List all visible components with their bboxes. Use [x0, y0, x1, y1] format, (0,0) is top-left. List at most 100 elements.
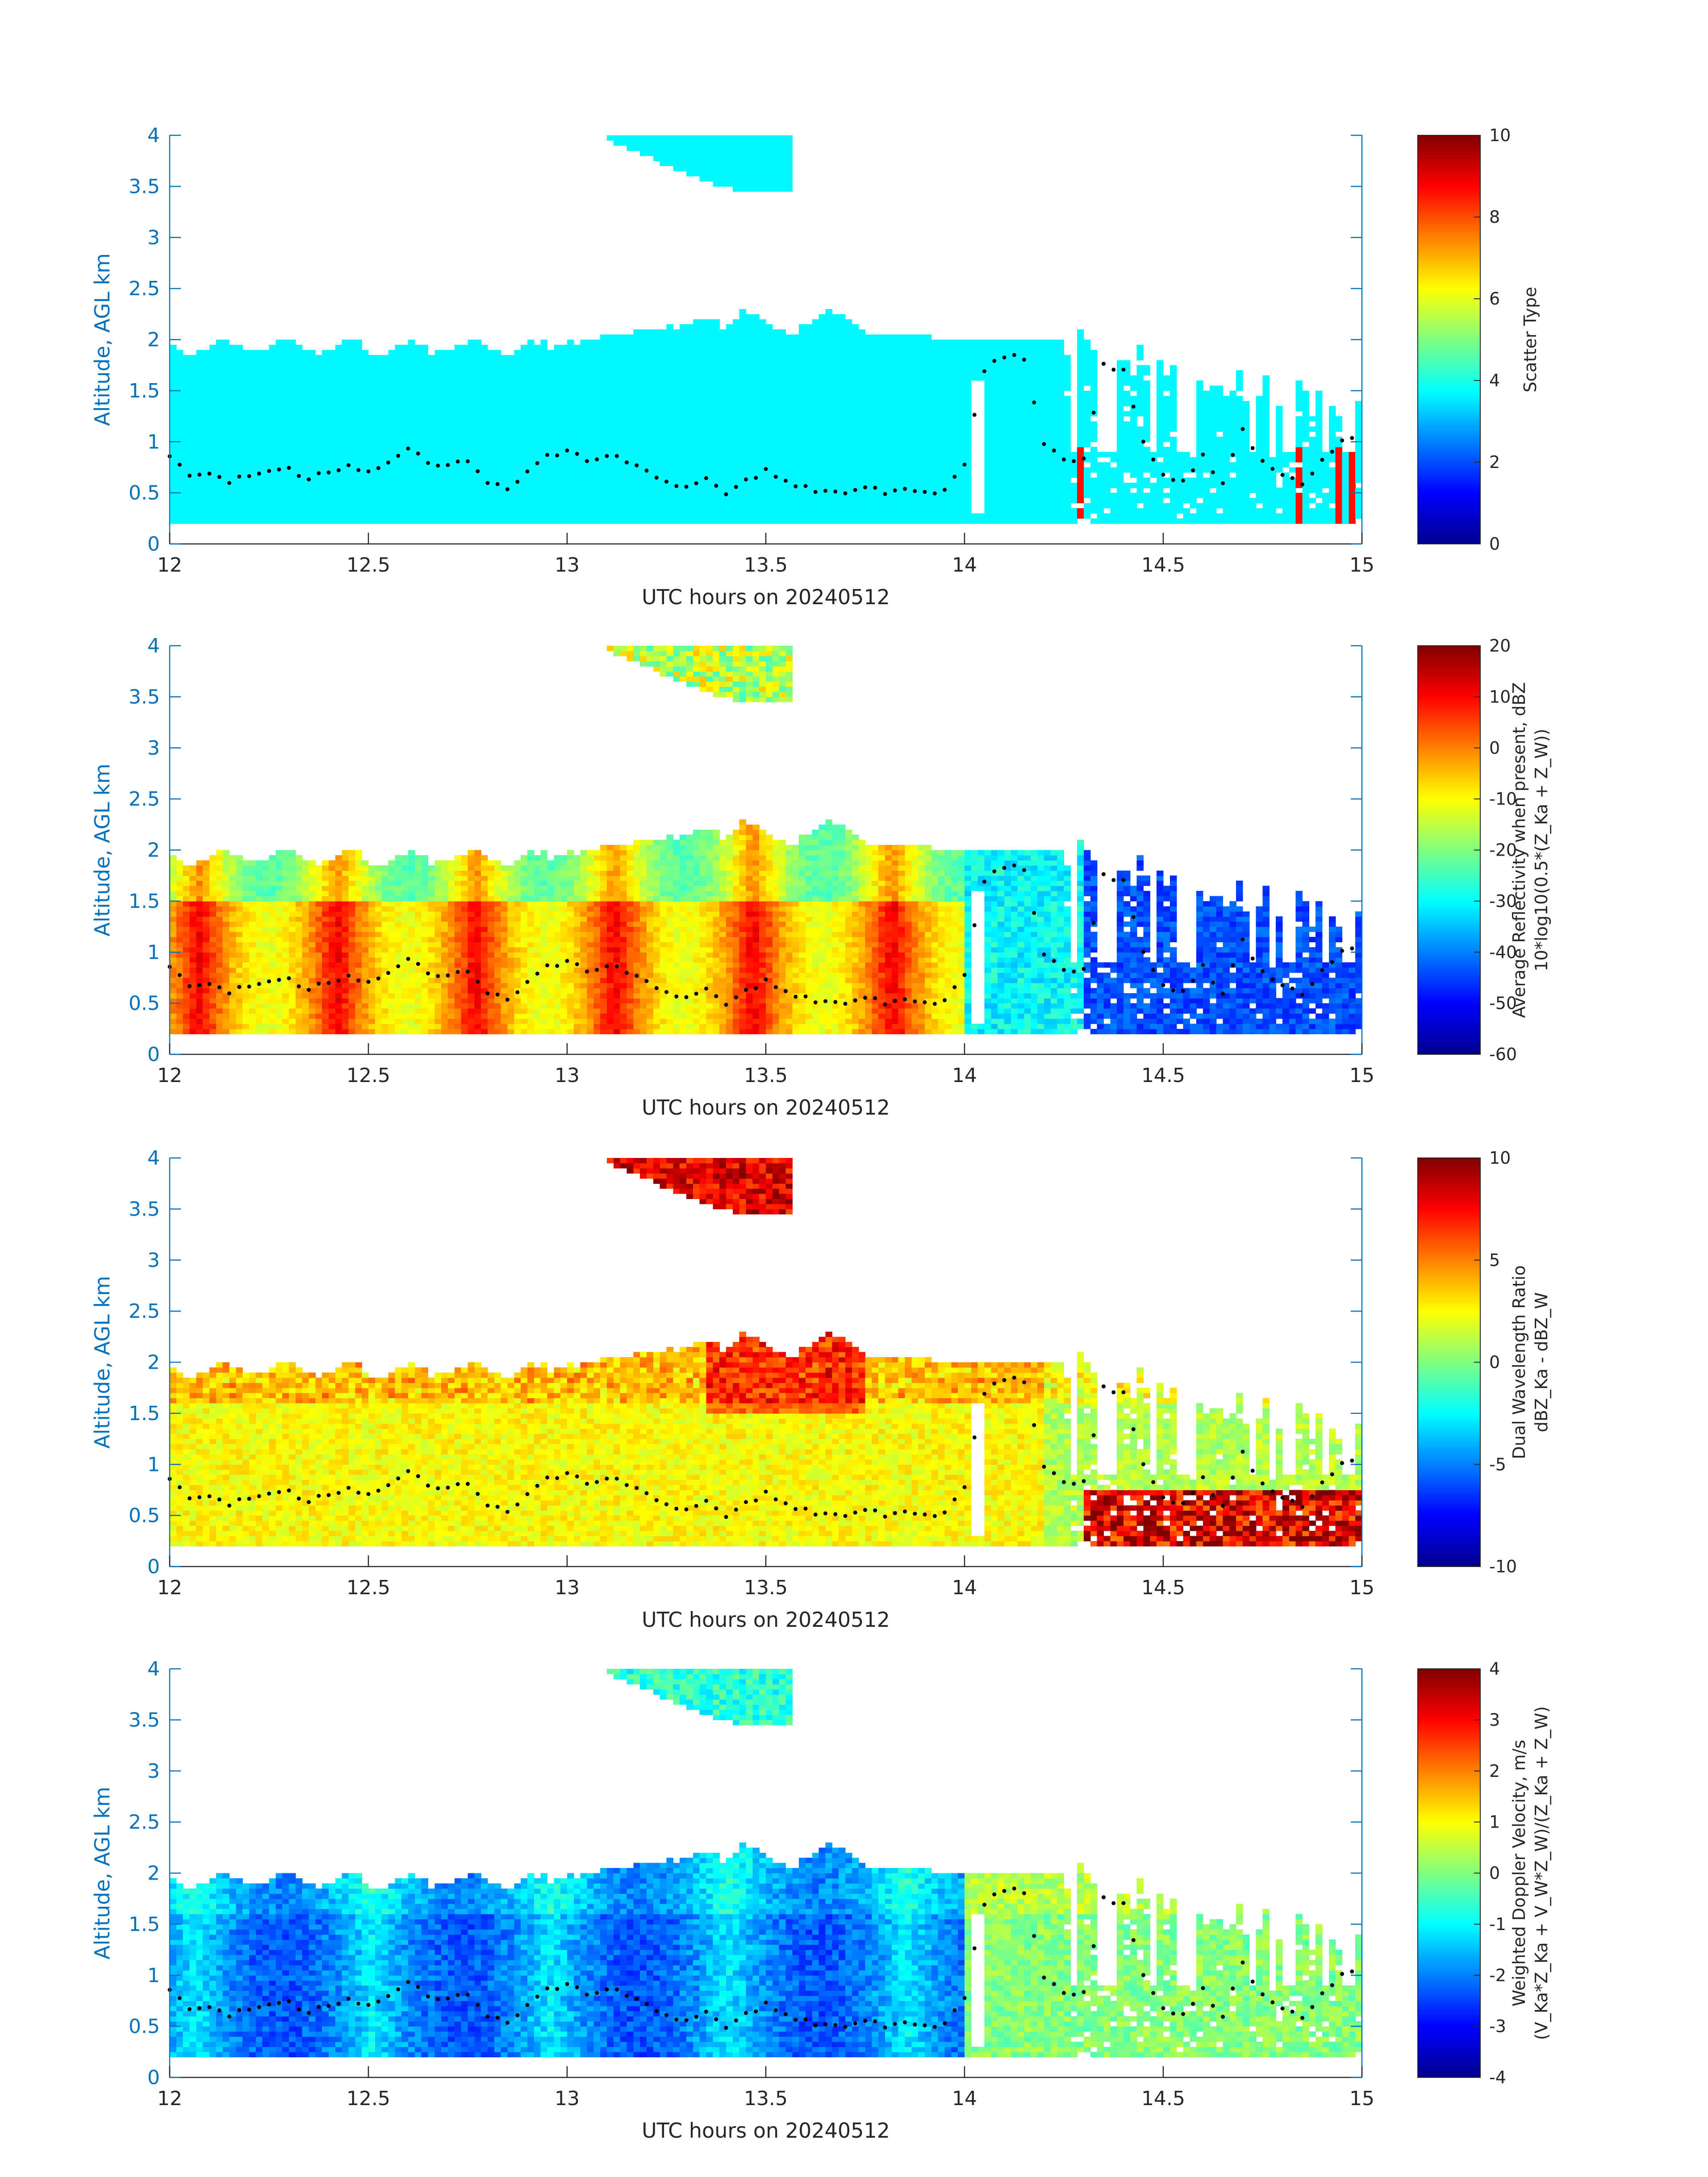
heatmap-cell: [494, 391, 501, 396]
heatmap-cell: [508, 391, 514, 396]
heatmap-cell: [607, 365, 614, 371]
heatmap-cell: [342, 488, 349, 493]
heatmap-cell: [1031, 431, 1037, 437]
heatmap-cell: [547, 391, 554, 396]
heatmap-cell: [812, 385, 819, 391]
heatmap-cell: [282, 406, 289, 411]
heatmap-cell: [951, 370, 958, 376]
heatmap-cell: [1024, 406, 1031, 411]
heatmap-cell: [434, 472, 441, 478]
heatmap-cell: [620, 472, 627, 478]
heatmap-cell: [388, 518, 395, 524]
heatmap-cell: [263, 462, 269, 468]
heatmap-cell: [375, 493, 382, 498]
heatmap-cell: [362, 391, 368, 396]
heatmap-cell: [461, 467, 468, 472]
heatmap-cell: [342, 457, 349, 463]
heatmap-cell: [415, 401, 422, 406]
heatmap-cell: [580, 406, 587, 411]
heatmap-cell: [382, 370, 388, 376]
heatmap-cell: [527, 488, 534, 493]
heatmap-cell: [806, 447, 812, 452]
heatmap-cell: [593, 365, 600, 371]
heatmap-cell: [521, 396, 527, 401]
heatmap-cell: [779, 166, 786, 171]
heatmap-cell: [223, 452, 230, 457]
heatmap-cell: [329, 365, 335, 371]
heatmap-cell: [700, 513, 706, 518]
heatmap-cell: [719, 340, 726, 345]
heatmap-cell: [779, 503, 786, 509]
heatmap-cell: [819, 452, 826, 457]
heatmap-cell: [872, 380, 878, 386]
heatmap-cell: [845, 376, 852, 381]
heatmap-cell: [309, 498, 316, 503]
heatmap-cell: [329, 391, 335, 396]
heatmap-cell: [408, 376, 415, 381]
heatmap-cell: [434, 431, 441, 437]
heatmap-cell: [739, 462, 746, 468]
heatmap-cell: [766, 345, 773, 350]
heatmap-cell: [925, 426, 931, 432]
heatmap-cell: [746, 365, 753, 371]
heatmap-cell: [342, 411, 349, 417]
heatmap-cell: [985, 426, 991, 432]
heatmap-cell: [541, 518, 547, 524]
heatmap-cell: [898, 401, 905, 406]
heatmap-cell: [415, 503, 422, 509]
heatmap-cell: [786, 135, 793, 141]
heatmap-cell: [428, 431, 435, 437]
heatmap-cell: [593, 411, 600, 417]
heatmap-cell: [779, 355, 786, 360]
heatmap-cell: [422, 493, 428, 498]
heatmap-cell: [349, 406, 355, 411]
heatmap-cell: [547, 488, 554, 493]
heatmap-cell: [759, 319, 766, 325]
heatmap-cell: [945, 457, 952, 463]
heatmap-cell: [660, 380, 667, 386]
heatmap-cell: [945, 380, 952, 386]
heatmap-cell: [196, 431, 203, 437]
heatmap-cell: [713, 385, 719, 391]
heatmap-cell: [759, 396, 766, 401]
heatmap-cell: [759, 442, 766, 447]
heatmap-cell: [580, 401, 587, 406]
heatmap-cell: [567, 422, 574, 427]
heatmap-cell: [1018, 406, 1024, 411]
heatmap-cell: [686, 391, 693, 396]
heatmap-cell: [481, 503, 488, 509]
heatmap-cell: [236, 370, 242, 376]
heatmap-cell: [388, 437, 395, 442]
heatmap-cell: [819, 370, 826, 376]
heatmap-cell: [580, 360, 587, 365]
heatmap-cell: [660, 391, 667, 396]
heatmap-cell: [342, 380, 349, 386]
heatmap-cell: [349, 483, 355, 488]
heatmap-cell: [534, 513, 541, 518]
heatmap-cell: [514, 385, 521, 391]
heatmap-cell: [203, 391, 209, 396]
heatmap-cell: [567, 416, 574, 422]
heatmap-cell: [713, 462, 719, 468]
heatmap-cell: [925, 431, 931, 437]
heatmap-cell: [766, 324, 773, 330]
heatmap-cell: [746, 156, 753, 161]
heatmap-cell: [614, 518, 620, 524]
heatmap-cell: [1051, 503, 1057, 509]
heatmap-cell: [892, 498, 898, 503]
heatmap-cell: [401, 483, 408, 488]
heatmap-cell: [1024, 365, 1031, 371]
heatmap-cell: [422, 391, 428, 396]
heatmap-cell: [945, 401, 952, 406]
heatmap-cell: [938, 472, 945, 478]
heatmap-cell: [527, 508, 534, 514]
heatmap-cell: [236, 488, 242, 493]
heatmap-cell: [792, 498, 799, 503]
heatmap-cell: [620, 140, 627, 146]
heatmap-cell: [329, 503, 335, 509]
heatmap-cell: [859, 426, 865, 432]
heatmap-cell: [216, 493, 223, 498]
heatmap-cell: [667, 493, 673, 498]
heatmap-cell: [1037, 462, 1044, 468]
heatmap-cell: [958, 488, 965, 493]
